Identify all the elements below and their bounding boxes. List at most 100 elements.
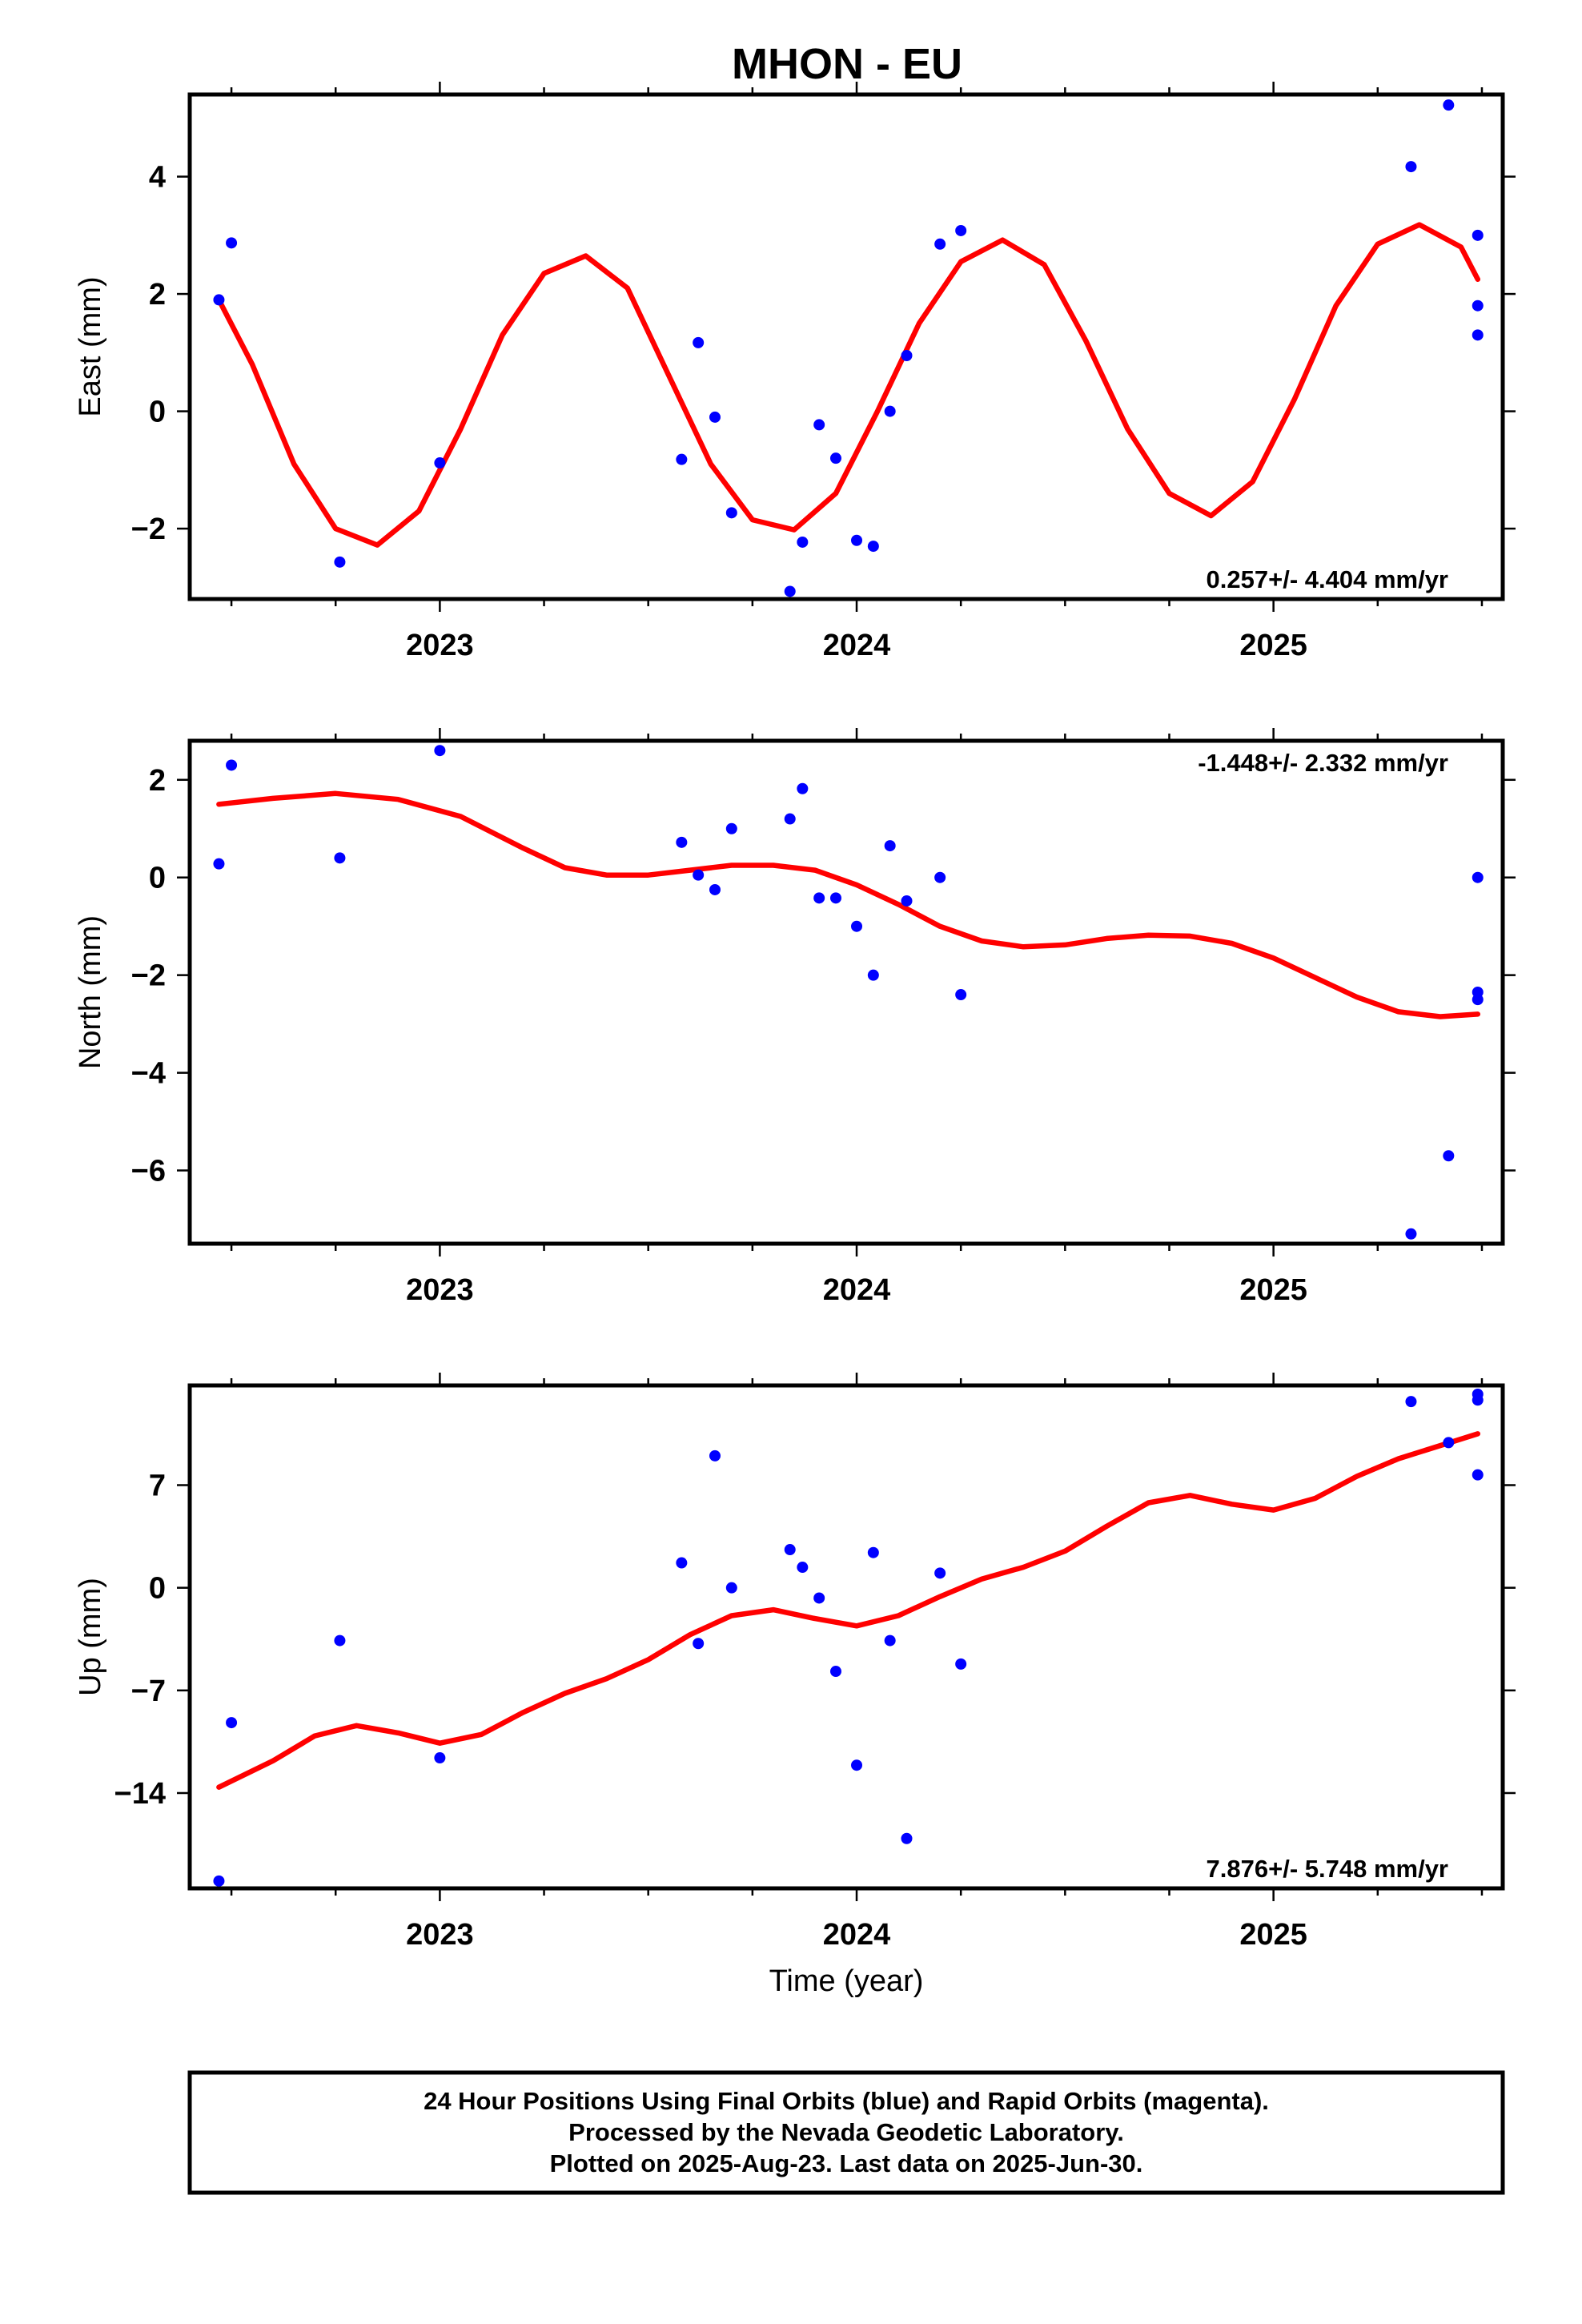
data-point [213,858,225,870]
data-point [1472,1388,1484,1400]
data-point [884,405,896,417]
fit-curve [216,790,1481,1019]
east-panel: 2023 2024 2025 −2 0 2 4 East (mm) 0.257+/- 4.404… [74,82,1516,662]
data-point [784,813,796,825]
y-tick-label: −14 [114,1777,166,1811]
data-point [334,1634,346,1647]
data-point [1405,161,1417,173]
data-point [867,541,879,553]
data-point [1472,229,1484,241]
data-point [1405,1396,1417,1408]
data-point [797,536,809,548]
x-tick-label: 2023 [406,1918,474,1952]
data-point [1472,871,1484,883]
data-point [829,892,841,904]
data-point [884,840,896,852]
fit-curve [216,222,1481,548]
data-point [434,457,446,469]
data-point [901,1832,913,1844]
y-axis-label: East (mm) [74,276,107,416]
data-point [709,883,721,895]
data-point [213,294,225,306]
rate-label: 0.257+/- 4.404 mm/yr [1207,565,1448,593]
y-tick-label: 0 [149,1572,166,1606]
y-axis-label: North (mm) [74,915,107,1069]
rate-label: 7.876+/- 5.748 mm/yr [1207,1855,1448,1883]
data-point [334,556,346,568]
data-point [851,534,863,546]
data-point [1472,329,1484,341]
y-tick-label: −7 [131,1675,166,1708]
footer-line-1: 24 Hour Positions Using Final Orbits (bl… [424,2087,1269,2115]
x-tick-label: 2024 [823,1918,891,1952]
data-point [813,419,825,431]
data-point [1443,99,1455,111]
x-tick-label: 2023 [406,629,474,662]
data-point [934,871,946,883]
data-point [676,836,688,848]
plot-frame [187,738,1505,1246]
data-point [784,1544,796,1556]
y-tick-label: −2 [131,959,166,993]
y-tick-label: −2 [131,513,166,546]
footer-box: 24 Hour Positions Using Final Orbits (bl… [187,2070,1505,2195]
data-point [676,453,688,465]
chart-title: MHON - EU [732,40,962,88]
data-point [867,1546,879,1558]
data-point [434,745,446,757]
y-tick-label: 2 [149,764,166,798]
x-tick-label: 2025 [1239,629,1307,662]
data-point [829,1666,841,1678]
up-panel: 2023 2024 2025 −14 −7 0 7 Up (mm) Time (year) 7.8… [74,1373,1516,1998]
data-point [226,1717,238,1729]
footer-line-2: Processed by the Nevada Geodetic Laborat… [568,2118,1124,2146]
data-point [434,1752,446,1764]
data-point [867,969,879,981]
data-point [955,224,967,236]
data-point [851,1759,863,1771]
data-point [934,238,946,250]
y-tick-label: −6 [131,1155,166,1188]
data-point [1472,300,1484,312]
y-tick-label: −4 [131,1057,166,1091]
data-point [901,895,913,907]
x-tick-label: 2025 [1239,1273,1307,1307]
data-point [709,1449,721,1462]
data-point [226,759,238,771]
data-point [797,1562,809,1574]
data-point [955,1658,967,1670]
footer-line-3: Plotted on 2025-Aug-23. Last data on 202… [550,2149,1143,2177]
data-point [709,411,721,423]
data-point [884,1634,896,1647]
data-point [1472,994,1484,1006]
x-axis-label: Time (year) [769,1964,924,1998]
data-point [334,852,346,864]
y-tick-label: 7 [149,1470,166,1503]
data-point [955,989,967,1001]
y-tick-label: 0 [149,862,166,895]
x-tick-label: 2023 [406,1273,474,1307]
x-tick-label: 2024 [823,629,891,662]
data-point [693,869,705,881]
north-panel: 2023 2024 2025 −6 −4 −2 0 2 North (mm) -1.448+/- … [74,728,1516,1307]
data-point [693,336,705,348]
data-point [813,1592,825,1604]
data-point [1472,1469,1484,1481]
y-tick-label: 2 [149,278,166,312]
data-point [901,349,913,361]
data-point [813,892,825,904]
rate-label: -1.448+/- 2.332 mm/yr [1198,749,1448,777]
fit-curve [216,1431,1481,1790]
data-point [797,782,809,794]
plot-frame [187,92,1505,601]
x-tick-label: 2024 [823,1273,891,1307]
data-point [226,237,238,249]
data-point [1405,1228,1417,1240]
data-point [725,1582,737,1594]
data-point [1443,1150,1455,1162]
data-point [676,1557,688,1569]
data-point [725,507,737,519]
y-axis-label: Up (mm) [74,1578,107,1696]
plot-frame [187,1383,1505,1891]
